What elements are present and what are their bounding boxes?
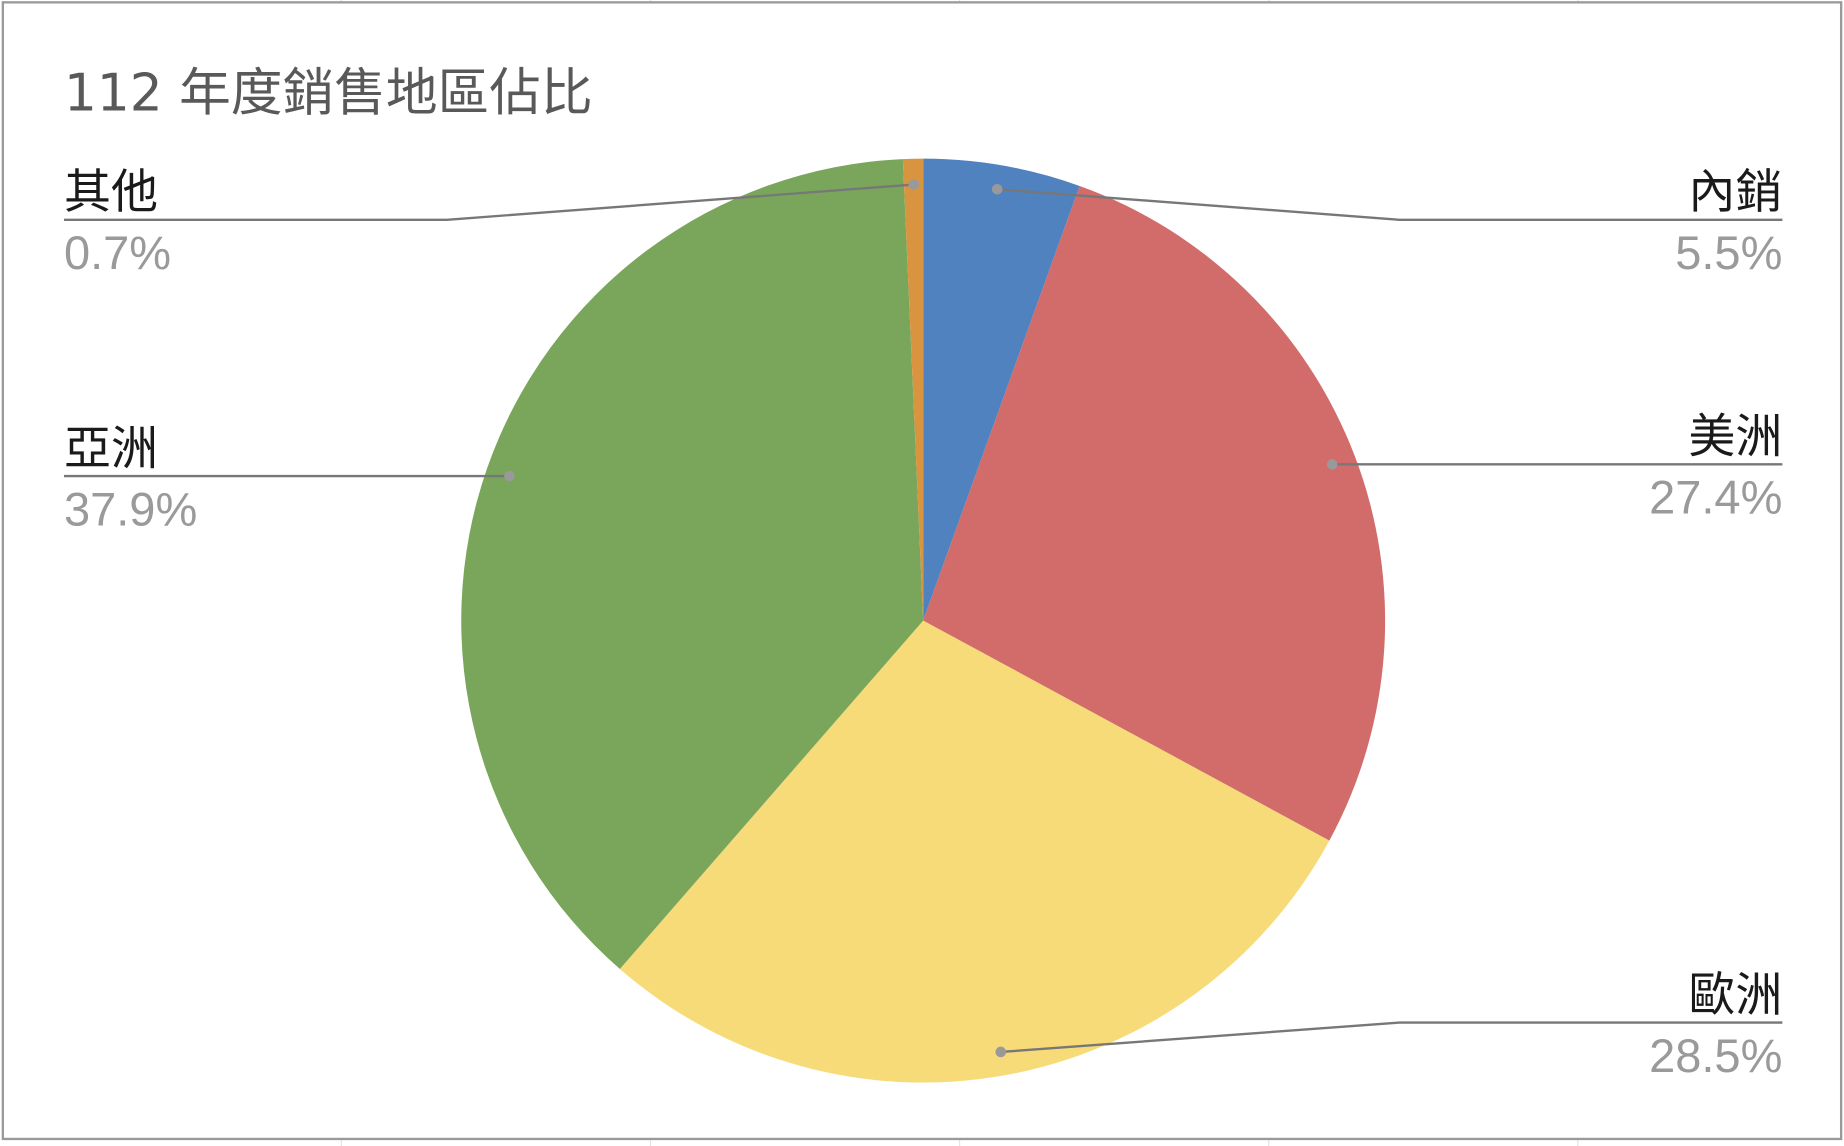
leader-dot — [504, 470, 515, 482]
pie-slice-3[interactable] — [619, 620, 1330, 1083]
leader-dot — [908, 179, 920, 190]
slice-label: 內銷 — [1688, 165, 1782, 220]
pie-slice-1[interactable] — [923, 158, 1080, 621]
slice-percent-label: 0.7% — [64, 226, 171, 279]
leader-dot — [1326, 458, 1338, 470]
slice-percent-label: 37.9% — [64, 482, 197, 535]
leader-line — [997, 188, 1783, 221]
slice-percent-label: 27.4% — [1649, 471, 1782, 524]
slice-label: 其他 — [64, 165, 158, 220]
pie-slice-4[interactable] — [461, 159, 924, 970]
slice-percent-label: 28.5% — [1649, 1029, 1782, 1082]
chart-title: 112 年度銷售地區佔比 — [64, 63, 593, 123]
slice-percent-label: 5.5% — [1675, 226, 1782, 279]
slice-label: 亞洲 — [64, 421, 158, 476]
leader-dot — [991, 183, 1003, 195]
pie-slice-2[interactable] — [923, 185, 1386, 841]
slice-label: 歐洲 — [1688, 968, 1782, 1023]
leader-dot — [995, 1046, 1007, 1058]
leader-line — [1000, 1021, 1783, 1054]
leader-line — [63, 183, 914, 221]
pie-slice-5[interactable] — [902, 158, 924, 621]
slice-label: 美洲 — [1688, 410, 1782, 465]
